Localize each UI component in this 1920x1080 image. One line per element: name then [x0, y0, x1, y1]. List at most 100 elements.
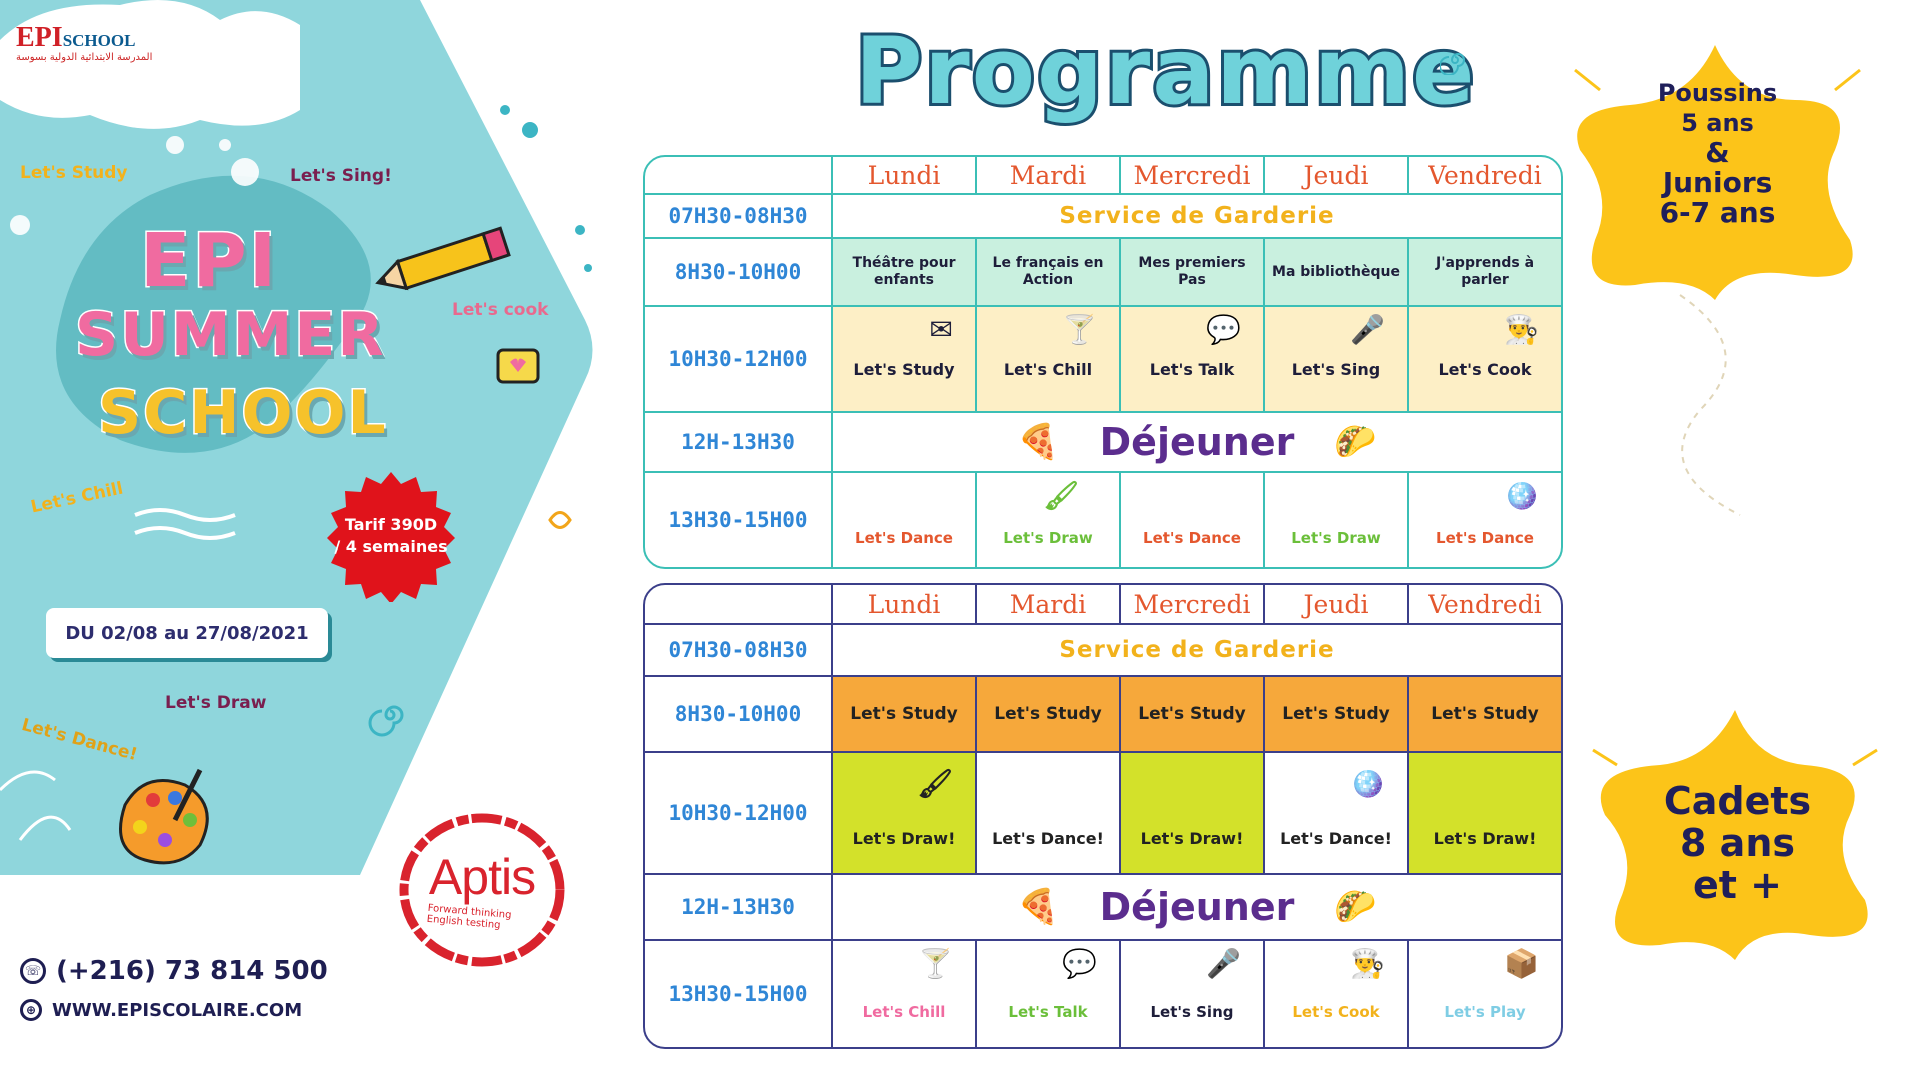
logo-subtitle: المدرسة الابتدائية الدولية بسوسة	[16, 52, 153, 63]
title-line1: EPI	[138, 217, 279, 306]
activity-cell: 🪩 Let's Dance!	[1265, 753, 1409, 875]
activity-cell: 🪩 Let's Dance	[1409, 473, 1561, 567]
dashed-connector	[1679, 294, 1741, 516]
activity-cell: Let's Dance	[833, 473, 977, 567]
schedule-table-cadets: Lundi Mardi Mercredi Jeudi Vendredi 07H3…	[643, 583, 1563, 1049]
programme-title: Programme	[852, 15, 1477, 128]
time-cell: 8H30-10H00	[645, 239, 833, 307]
activity-label: Let's Dance	[1436, 529, 1534, 547]
website-contact[interactable]: ⊕ WWW.EPISCOLAIRE.COM	[20, 994, 302, 1026]
aptis-stamp: Aptis Forward thinking English testing	[382, 800, 582, 980]
activity-label: Let's Talk	[1149, 359, 1235, 379]
activity-label: Let's Draw!	[852, 828, 956, 848]
microphone-icon: 🎤	[1350, 313, 1385, 346]
day-header: Vendredi	[1409, 157, 1561, 195]
activity-cell: Ma bibliothèque	[1265, 239, 1409, 307]
time-cell: 13H30-15H00	[645, 473, 833, 567]
disco-ball-icon: 🪩	[1504, 479, 1539, 512]
swirl-icon	[368, 705, 404, 737]
activity-label: Let's Study	[853, 359, 955, 379]
day-header: Lundi	[833, 585, 977, 625]
taco-icon: 🌮	[1334, 422, 1377, 462]
audience-line: Juniors	[1662, 166, 1773, 199]
activity-label: Let's Sing	[1291, 359, 1381, 379]
phone-number: (+216) 73 814 500	[56, 956, 328, 986]
audience-line: et +	[1692, 863, 1782, 907]
tarif-line2: / 4 semaines	[334, 537, 448, 556]
tarif-badge-shape	[327, 472, 455, 602]
activity-cell: Mes premiers Pas	[1121, 239, 1265, 307]
doodle-sing: Let's Sing!	[290, 166, 392, 186]
time-cell: 10H30-12H00	[645, 307, 833, 413]
activity-label: Let's Sing	[1150, 1003, 1234, 1021]
activity-cell: Théâtre pour enfants	[833, 239, 977, 307]
swirl-icon	[1440, 53, 1465, 75]
title-line3: SCHOOL	[97, 377, 388, 450]
activity-cell: 💬 Let's Talk	[1121, 307, 1265, 413]
aptis-name: Aptis	[428, 849, 536, 905]
time-cell: 07H30-08H30	[645, 625, 833, 677]
pizza-icon: 🍕	[1017, 422, 1060, 462]
paint-palette-icon	[119, 768, 209, 865]
british-council-logo: BRITISH COUNCIL	[183, 52, 283, 100]
activity-cell: Let's Draw	[1265, 473, 1409, 567]
pencil-icon	[375, 226, 511, 291]
activity-cell: 🎤 Let's Sing	[1121, 941, 1265, 1047]
corner-cell	[645, 157, 833, 195]
activity-cell: 🖌 Let's Draw!	[833, 753, 977, 875]
chef-hat-icon: 👨‍🍳	[1504, 313, 1539, 346]
activity-label: Let's Play	[1444, 1003, 1526, 1021]
audience-line: 8 ans	[1680, 821, 1795, 865]
phone-contact[interactable]: ☏ (+216) 73 814 500	[20, 955, 328, 987]
activity-cell: Let's Dance!	[977, 753, 1121, 875]
lunch-label: Déjeuner	[1099, 885, 1295, 929]
activity-cell: Let's Study	[977, 677, 1121, 753]
cocktail-icon: 🍸	[1062, 313, 1097, 346]
audience-line: 6-7 ans	[1659, 196, 1776, 229]
poussins-juniors-badge: Poussins 5 ans & Juniors 6-7 ans	[1615, 78, 1820, 228]
activity-label: Let's Chill	[1003, 359, 1093, 379]
table-header-row: Lundi Mardi Mercredi Jeudi Vendredi	[645, 585, 1561, 625]
time-cell: 12H-13H30	[645, 875, 833, 941]
paint-brushes-icon: 🖌	[917, 767, 953, 800]
day-header: Mardi	[977, 157, 1121, 195]
star-badge-shape	[1592, 710, 1878, 960]
partner-line1: BRITISH	[202, 63, 257, 77]
table-row: 12H-13H30 🍕 Déjeuner 🌮	[645, 875, 1561, 941]
activity-label: Let's Cook	[1292, 1003, 1380, 1021]
paint-brushes-icon: 🖌	[1043, 479, 1079, 512]
envelope-icon: ✉	[929, 313, 953, 346]
audience-line: Poussins	[1657, 79, 1778, 107]
day-header: Vendredi	[1409, 585, 1561, 625]
activity-label: Let's Draw	[1003, 529, 1093, 547]
cocktail-icon: 🍸	[918, 947, 953, 980]
activity-cell: Let's Study	[833, 677, 977, 753]
activity-cell: 🖌 Let's Draw	[977, 473, 1121, 567]
lunch-cell: 🍕 Déjeuner 🌮	[833, 413, 1561, 473]
website-url: WWW.EPISCOLAIRE.COM	[52, 999, 303, 1021]
activity-cell: ✉ Let's Study	[833, 307, 977, 413]
audience-line: &	[1705, 136, 1730, 169]
partner-line2: COUNCIL	[202, 75, 262, 89]
activity-cell: Let's Draw!	[1409, 753, 1561, 875]
activity-label: Let's Talk	[1008, 1003, 1088, 1021]
doodle-cook: Let's cook	[452, 300, 549, 320]
star-badge-shape	[1574, 45, 1861, 300]
cadets-badge: Cadets 8 ans et +	[1650, 780, 1825, 906]
lunch-label: Déjeuner	[1099, 420, 1295, 464]
activity-cell: 👨‍🍳 Let's Cook	[1265, 941, 1409, 1047]
dates-banner: DU 02/08 au 27/08/2021	[46, 608, 328, 658]
table-header-row: Lundi Mardi Mercredi Jeudi Vendredi	[645, 157, 1561, 195]
garderie-cell: Service de Garderie	[833, 625, 1561, 677]
taco-icon: 🌮	[1334, 887, 1377, 927]
activity-cell: Let's Draw!	[1121, 753, 1265, 875]
aptis-ring-icon	[399, 813, 565, 967]
activity-cell: J'apprends à parler	[1409, 239, 1561, 307]
activity-cell: 🎤 Let's Sing	[1265, 307, 1409, 413]
activity-cell: 👨‍🍳 Let's Cook	[1409, 307, 1561, 413]
table-row: 8H30-10H00 Théâtre pour enfants Le franç…	[645, 239, 1561, 307]
speech-bubble-icon: 💬	[1206, 313, 1241, 346]
table-row: 07H30-08H30 Service de Garderie	[645, 625, 1561, 677]
garderie-cell: Service de Garderie	[833, 195, 1561, 239]
time-cell: 13H30-15H00	[645, 941, 833, 1047]
